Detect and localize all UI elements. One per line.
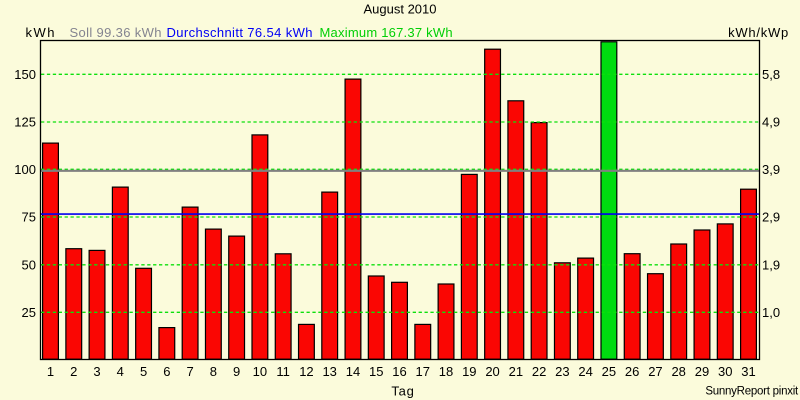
- svg-text:7: 7: [186, 364, 193, 379]
- svg-text:22: 22: [532, 364, 546, 379]
- svg-text:August 2010: August 2010: [363, 2, 436, 17]
- svg-text:100: 100: [14, 162, 36, 177]
- svg-text:1,9: 1,9: [762, 257, 780, 272]
- svg-text:SunnyReport pinxit: SunnyReport pinxit: [705, 386, 799, 398]
- svg-text:15: 15: [369, 364, 383, 379]
- svg-text:150: 150: [14, 67, 36, 82]
- svg-text:30: 30: [718, 364, 732, 379]
- svg-text:1,0: 1,0: [762, 305, 780, 320]
- svg-text:19: 19: [462, 364, 476, 379]
- svg-text:Tag: Tag: [391, 384, 414, 399]
- svg-text:12: 12: [299, 364, 313, 379]
- svg-text:Maximum 167.37 kWh: Maximum 167.37 kWh: [320, 25, 453, 40]
- svg-text:20: 20: [485, 364, 499, 379]
- svg-text:25: 25: [22, 305, 36, 320]
- svg-text:23: 23: [555, 364, 569, 379]
- svg-text:26: 26: [625, 364, 639, 379]
- svg-text:8: 8: [210, 364, 217, 379]
- svg-text:27: 27: [648, 364, 662, 379]
- svg-text:3,9: 3,9: [762, 162, 780, 177]
- svg-text:10: 10: [253, 364, 267, 379]
- svg-text:9: 9: [233, 364, 240, 379]
- svg-text:1: 1: [47, 364, 54, 379]
- svg-text:13: 13: [322, 364, 336, 379]
- svg-text:2: 2: [70, 364, 77, 379]
- svg-text:17: 17: [416, 364, 430, 379]
- svg-text:Soll 99.36 kWh: Soll 99.36 kWh: [70, 25, 162, 40]
- svg-text:31: 31: [741, 364, 755, 379]
- svg-text:18: 18: [439, 364, 453, 379]
- svg-text:16: 16: [392, 364, 406, 379]
- svg-text:5,8: 5,8: [762, 67, 780, 82]
- svg-text:14: 14: [346, 364, 360, 379]
- svg-text:11: 11: [276, 364, 290, 379]
- svg-text:6: 6: [163, 364, 170, 379]
- svg-text:5: 5: [140, 364, 147, 379]
- svg-text:4,9: 4,9: [762, 115, 780, 130]
- svg-text:28: 28: [671, 364, 685, 379]
- svg-text:kWh: kWh: [26, 25, 57, 40]
- svg-text:21: 21: [509, 364, 523, 379]
- svg-text:3: 3: [93, 364, 100, 379]
- svg-text:25: 25: [602, 364, 616, 379]
- svg-text:4: 4: [117, 364, 124, 379]
- svg-text:29: 29: [695, 364, 709, 379]
- svg-text:50: 50: [22, 257, 36, 272]
- svg-text:75: 75: [22, 210, 36, 225]
- svg-text:125: 125: [14, 115, 36, 130]
- svg-text:Durchschnitt 76.54 kWh: Durchschnitt 76.54 kWh: [167, 25, 313, 40]
- svg-text:2,9: 2,9: [762, 210, 780, 225]
- svg-text:24: 24: [578, 364, 592, 379]
- svg-text:kWh/kWp: kWh/kWp: [728, 25, 789, 40]
